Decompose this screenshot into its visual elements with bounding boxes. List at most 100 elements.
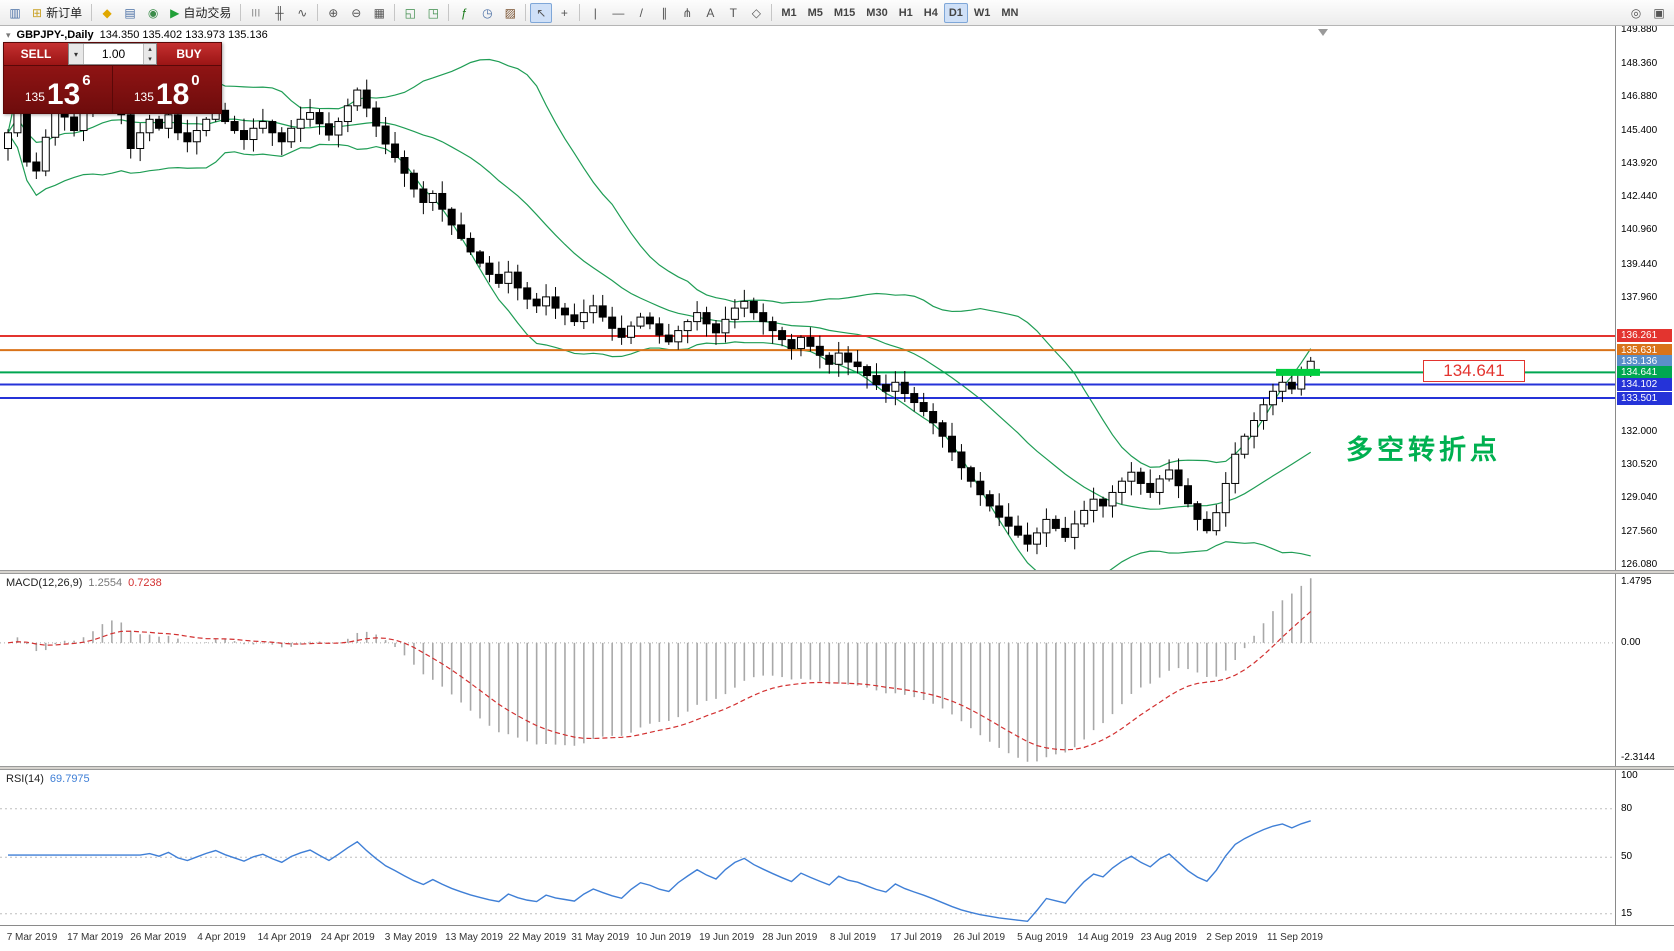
main-chart[interactable]: ▾ GBPJPY-,Daily 134.350 135.402 133.973 … xyxy=(0,26,1616,570)
vertical-line-button[interactable]: | xyxy=(584,3,606,23)
market-watch-button[interactable]: ◆ xyxy=(96,3,118,23)
data-window-button[interactable]: ▤ xyxy=(119,3,141,23)
timeframe-d1-button-label: D1 xyxy=(948,6,963,19)
timeframe-h4-button[interactable]: H4 xyxy=(919,3,943,23)
search-icon: ◎ xyxy=(1630,5,1642,20)
line-chart-type-icon: ∿ xyxy=(297,5,308,20)
volume-up-icon[interactable]: ▴ xyxy=(148,45,152,53)
timeframe-w1-button[interactable]: W1 xyxy=(969,3,996,23)
search-button[interactable]: ◎ xyxy=(1625,3,1647,23)
zoom-in-button[interactable]: ⊕ xyxy=(322,3,344,23)
panel-separator[interactable] xyxy=(0,766,1674,770)
key-level-label[interactable]: 134.641 xyxy=(1423,360,1525,383)
trendline-button[interactable]: / xyxy=(630,3,652,23)
panel-separator[interactable] xyxy=(0,570,1674,574)
zoom-out-button[interactable]: ⊖ xyxy=(345,3,367,23)
timeframe-m30-button[interactable]: M30 xyxy=(861,3,892,23)
date-axis-label: 14 Aug 2019 xyxy=(1077,932,1134,943)
timeframe-m15-button[interactable]: M15 xyxy=(829,3,860,23)
bid-big-digits: 13 xyxy=(46,78,81,111)
toolbar: ▥ ⊞ 新订单 ◆ ▤ ◉ ▶ 自动交易 ||| ╫ ∿ ⊕ ⊖ ▦ ◱ ◳ ƒ ◷ ▨ ↖ + | — / ∥ ⋔ A T ◇ M1 M5… xyxy=(0,0,1674,26)
label-button[interactable]: T xyxy=(722,3,744,23)
timeframe-h1-button-label: H1 xyxy=(898,6,913,19)
buy-button[interactable]: BUY xyxy=(157,43,221,65)
timeframe-mn-button-label: MN xyxy=(1001,6,1019,19)
periods-dropdown-button[interactable]: ◷ xyxy=(476,3,498,23)
macd-signal-line xyxy=(7,611,1312,751)
date-axis-label: 17 Jul 2019 xyxy=(890,932,942,943)
fibonacci-icon: ⋔ xyxy=(682,5,693,20)
date-axis-label: 4 Apr 2019 xyxy=(197,932,246,943)
cursor-button[interactable]: ↖ xyxy=(530,2,553,23)
date-axis-label: 5 Aug 2019 xyxy=(1017,932,1068,943)
data-window-icon: ▤ xyxy=(124,5,136,20)
rsi-axis-label: 80 xyxy=(1621,802,1633,814)
toolbar-separator xyxy=(579,4,581,21)
fibonacci-button[interactable]: ⋔ xyxy=(676,3,698,23)
crosshair-icon: + xyxy=(560,5,568,20)
text-button[interactable]: A xyxy=(699,3,721,23)
crosshair-button[interactable]: + xyxy=(553,3,575,23)
macd-label: MACD(12,26,9) 1.2554 0.7238 xyxy=(6,577,162,589)
new-order-button[interactable]: ⊞ 新订单 xyxy=(27,3,87,23)
price-axis-label: 132.000 xyxy=(1621,425,1658,437)
new-chart-window-icon: ▣ xyxy=(1653,5,1665,20)
chart-shift-button[interactable]: ◳ xyxy=(422,3,444,23)
new-chart-window-button[interactable]: ▣ xyxy=(1648,3,1670,23)
tile-windows-button[interactable]: ▦ xyxy=(368,3,390,23)
timeframe-mn-button[interactable]: MN xyxy=(996,3,1023,23)
templates-button[interactable]: ▨ xyxy=(499,3,521,23)
bid-sup-digit: 6 xyxy=(82,72,91,89)
line-chart-type-button[interactable]: ∿ xyxy=(291,3,313,23)
chart-annotation[interactable]: 多空转折点 xyxy=(1346,435,1501,465)
main-chart-canvas xyxy=(0,58,1615,570)
auto-scroll-button[interactable]: ◱ xyxy=(399,3,421,23)
volume-dropdown-icon[interactable]: ▾ xyxy=(69,44,84,64)
auto-trading-button[interactable]: ▶ 自动交易 xyxy=(165,3,236,23)
trendline-icon: / xyxy=(639,5,643,20)
channel-button[interactable]: ∥ xyxy=(653,3,675,23)
rsi-value: 69.7975 xyxy=(49,773,90,785)
bid-price[interactable]: 135 13 6 xyxy=(4,66,113,113)
shapes-button[interactable]: ◇ xyxy=(745,3,767,23)
date-axis-label: 2 Sep 2019 xyxy=(1206,932,1258,943)
candles xyxy=(4,69,1315,555)
timeframe-d1-button[interactable]: D1 xyxy=(943,2,968,23)
price-tag-135.631: 135.631 xyxy=(1617,343,1672,357)
key-level-highlight[interactable] xyxy=(1276,368,1320,376)
volume-spinner[interactable]: ▴ ▾ xyxy=(143,44,156,64)
date-axis-label: 31 May 2019 xyxy=(571,932,630,943)
timeframe-m5-button[interactable]: M5 xyxy=(803,3,828,23)
price-axis-label: 137.960 xyxy=(1621,291,1658,303)
ask-price[interactable]: 135 18 0 xyxy=(112,66,221,113)
timeframe-m30-button-label: M30 xyxy=(866,6,888,19)
date-axis-label: 26 Jul 2019 xyxy=(953,932,1006,943)
navigator-button[interactable]: ◉ xyxy=(142,3,164,23)
rsi-line xyxy=(8,820,1311,923)
date-axis-label: 8 Jul 2019 xyxy=(829,932,877,943)
macd-axis-label: 0.00 xyxy=(1621,636,1641,648)
indicators-button[interactable]: ƒ xyxy=(453,3,475,23)
bar-chart-type-button[interactable]: ||| xyxy=(245,3,267,23)
candlestick-type-button[interactable]: ╫ xyxy=(268,3,290,23)
chart-window-button[interactable]: ▥ xyxy=(4,3,26,23)
periods-dropdown-icon: ◷ xyxy=(482,5,493,20)
price-axis-label: 146.880 xyxy=(1621,91,1658,103)
chart-shift-marker[interactable] xyxy=(1318,29,1328,36)
time-axis[interactable]: 7 Mar 2019 17 Mar 2019 26 Mar 2019 4 Apr 20… xyxy=(0,925,1674,951)
price-axis[interactable]: 149.880 148.360 146.880 145.400 143.920 142.4… xyxy=(1616,24,1674,570)
timeframe-h1-button[interactable]: H1 xyxy=(894,3,918,23)
macd-chart[interactable]: MACD(12,26,9) 1.2554 0.7238 xyxy=(0,574,1616,766)
price-tag-134.641: 134.641 xyxy=(1617,365,1672,379)
volume-value[interactable]: 1.00 xyxy=(101,47,126,61)
horizontal-line-button[interactable]: — xyxy=(607,3,629,23)
price-tag-134.102: 134.102 xyxy=(1617,378,1672,391)
timeframe-m1-button[interactable]: M1 xyxy=(776,3,801,23)
price-axis-label: 143.920 xyxy=(1621,157,1658,169)
date-axis-label: 11 Sep 2019 xyxy=(1267,932,1323,943)
sell-button[interactable]: SELL xyxy=(4,43,68,65)
chart-collapse-icon[interactable]: ▾ xyxy=(6,29,11,40)
rsi-chart[interactable]: RSI(14) 69.7975 xyxy=(0,770,1616,925)
date-axis-label: 26 Mar 2019 xyxy=(130,932,187,943)
volume-down-icon[interactable]: ▾ xyxy=(148,55,152,63)
